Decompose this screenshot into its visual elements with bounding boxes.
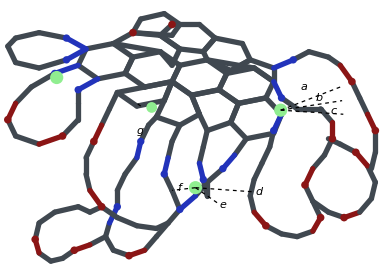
Point <box>54 75 60 80</box>
Point <box>271 128 277 133</box>
Point <box>200 177 206 182</box>
Point <box>5 118 11 122</box>
Text: g: g <box>137 126 144 136</box>
Point <box>130 30 136 35</box>
Point <box>138 139 144 144</box>
Point <box>263 224 269 228</box>
Point <box>372 128 378 133</box>
Point <box>75 88 81 92</box>
Point <box>114 205 120 209</box>
Point <box>329 137 335 141</box>
Text: e: e <box>220 200 227 209</box>
Text: d: d <box>256 187 263 197</box>
Point <box>192 186 199 190</box>
Point <box>278 108 284 112</box>
Point <box>126 254 132 258</box>
Text: c: c <box>331 106 337 116</box>
Point <box>71 248 77 252</box>
Point <box>169 22 175 27</box>
Point <box>290 58 296 62</box>
Point <box>91 139 97 144</box>
Point <box>149 105 155 110</box>
Point <box>52 71 58 76</box>
Point <box>59 134 66 138</box>
Text: f: f <box>177 183 181 193</box>
Point <box>177 207 183 212</box>
Point <box>161 172 167 176</box>
Point <box>302 183 308 187</box>
Point <box>349 79 355 84</box>
Point <box>317 215 324 220</box>
Text: a: a <box>300 82 307 92</box>
Point <box>63 58 70 62</box>
Point <box>341 215 347 220</box>
Point <box>220 166 226 171</box>
Point <box>353 150 359 154</box>
Point <box>63 36 70 40</box>
Text: b: b <box>316 94 323 103</box>
Point <box>32 237 38 242</box>
Point <box>278 96 285 100</box>
Point <box>99 205 105 209</box>
